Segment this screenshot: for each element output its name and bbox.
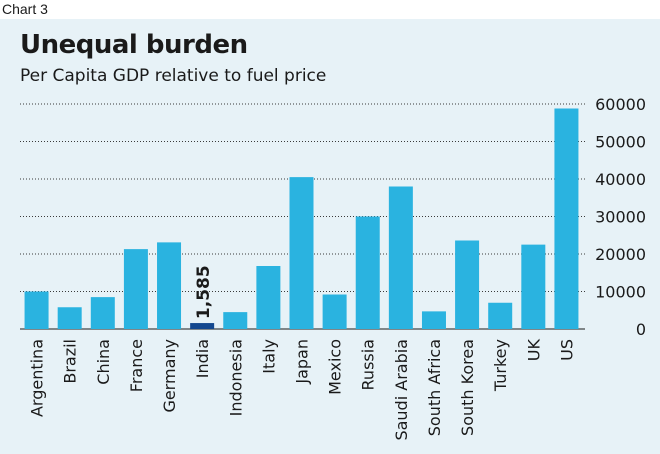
x-tick-label: Brazil — [61, 339, 80, 384]
x-tick-label: China — [94, 339, 113, 385]
x-tick-label: Indonesia — [226, 339, 245, 416]
x-tick-label: Saudi Arabia — [392, 339, 411, 441]
chart-subtitle: Per Capita GDP relative to fuel price — [20, 66, 327, 86]
x-tick-label: South Korea — [458, 339, 477, 436]
x-tick-label: France — [127, 339, 146, 392]
chart-caption: Chart 3 — [0, 0, 660, 19]
y-axis-ticks: 0 10000 20000 30000 40000 50000 60000 — [595, 95, 646, 339]
data-label-india: 1,585 — [194, 265, 214, 319]
bar-china — [90, 297, 115, 329]
x-axis-ticks: Argentina Brazil China France Germany India In… — [28, 338, 577, 440]
y-tick-label: 30000 — [595, 208, 646, 227]
bar-brazil — [57, 307, 82, 329]
x-tick-label: Italy — [259, 339, 278, 374]
y-tick-label: 10000 — [595, 283, 646, 302]
bar-saudi-arabia — [388, 186, 413, 329]
bar-italy — [256, 266, 281, 329]
x-tick-label: Germany — [160, 339, 179, 413]
bar-mexico — [322, 294, 347, 329]
bar-germany — [157, 242, 182, 329]
x-tick-label: Mexico — [326, 339, 345, 395]
bar-us — [554, 108, 579, 329]
x-tick-label: US — [557, 339, 576, 361]
bar-india — [190, 323, 215, 329]
x-tick-label: South Africa — [425, 339, 444, 436]
bar-argentina — [24, 291, 49, 329]
y-tick-label: 20000 — [595, 245, 646, 264]
data-labels: 1,585 — [194, 265, 214, 319]
y-tick-label: 0 — [636, 320, 646, 339]
chart-panel — [0, 19, 660, 454]
x-tick-label: UK — [524, 338, 543, 361]
y-tick-label: 60000 — [595, 95, 646, 114]
y-tick-label: 50000 — [595, 133, 646, 152]
bar-uk — [521, 244, 546, 329]
x-tick-label: Japan — [293, 339, 312, 385]
bar-japan — [289, 177, 314, 329]
bar-russia — [355, 216, 380, 329]
y-tick-label: 40000 — [595, 170, 646, 189]
x-tick-label: Turkey — [491, 339, 510, 392]
x-tick-label: Russia — [359, 339, 378, 390]
bars — [24, 108, 579, 329]
x-tick-label: Argentina — [28, 339, 47, 417]
chart-title: Unequal burden — [20, 30, 248, 60]
x-tick-label: India — [193, 339, 212, 378]
bar-turkey — [488, 302, 513, 329]
bar-south-africa — [421, 311, 446, 329]
bar-indonesia — [223, 312, 248, 329]
bar-france — [123, 249, 148, 329]
bar-south-korea — [455, 240, 480, 329]
